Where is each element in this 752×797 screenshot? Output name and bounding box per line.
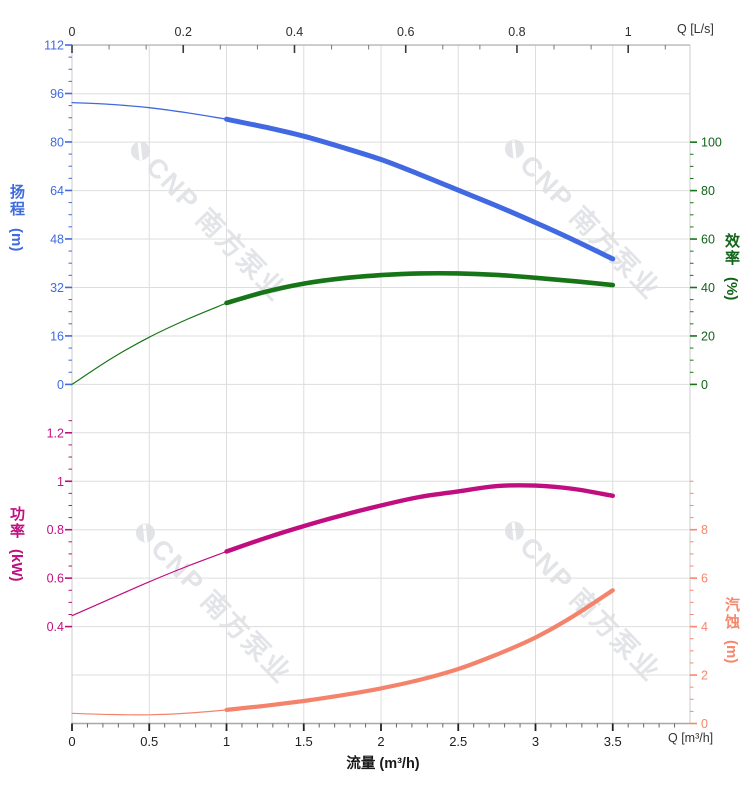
power-axis-title: 功率 — [8, 506, 25, 540]
efficiency-axis-title: 效率 — [723, 233, 740, 267]
curve-power-thin — [71, 550, 228, 617]
curve-efficiency — [224, 270, 616, 306]
efficiency-axis-tick-label: 20 — [701, 329, 715, 343]
bottom-axis-tick-label: 0 — [68, 734, 75, 749]
efficiency-axis-tick-label: 0 — [701, 378, 708, 392]
bottom-axis-tick-label: 1.5 — [295, 734, 313, 749]
head-axis-tick-label: 48 — [50, 232, 64, 246]
curve-head-thin — [71, 101, 228, 120]
power-axis-unit: (kW) — [8, 549, 25, 582]
curve-power — [224, 483, 615, 554]
head-axis-title: 扬程 — [8, 184, 25, 218]
top-axis-tick-label: 0 — [69, 25, 76, 39]
efficiency-axis-tick-label: 80 — [701, 184, 715, 198]
efficiency-axis-unit: (%) — [723, 277, 740, 301]
top-axis-tick-label: 0.6 — [397, 25, 414, 39]
watermark-text: CNP 南方泵业 — [140, 151, 293, 308]
head-axis-tick-label: 64 — [50, 184, 64, 198]
power-axis-tick-label: 1 — [57, 475, 64, 489]
npsh-axis-title: 汽蚀 — [723, 597, 740, 631]
curve-npsh — [224, 588, 615, 712]
head-axis-tick-label: 112 — [44, 39, 64, 53]
power-axis-tick-label: 1.2 — [47, 426, 64, 440]
efficiency-axis-tick-label: 40 — [701, 281, 715, 295]
top-axis-unit-label: Q [L/s] — [677, 22, 714, 36]
efficiency-axis-tick-label: 60 — [701, 233, 715, 247]
bottom-axis-tick-label: 0.5 — [140, 734, 158, 749]
curve-efficiency-thin — [71, 302, 228, 385]
top-axis-tick-label: 0.4 — [286, 25, 303, 39]
efficiency-axis-tick-label: 100 — [701, 136, 722, 150]
top-axis-tick-label: 1 — [625, 25, 632, 39]
head-axis-tick-label: 80 — [50, 135, 64, 149]
watermark-text: CNP 南方泵业 — [514, 531, 667, 688]
bottom-axis-tick-label: 2 — [377, 734, 384, 749]
head-axis-tick-label: 0 — [57, 378, 64, 392]
curve-head — [224, 116, 616, 262]
npsh-axis-tick-label: 8 — [701, 523, 708, 537]
power-axis-tick-label: 0.4 — [47, 620, 64, 634]
top-axis-tick-label: 0.8 — [508, 25, 525, 39]
bottom-axis-unit-label: Q [m³/h] — [668, 731, 714, 745]
top-axis-tick-label: 0.2 — [175, 25, 192, 39]
flow-axis-title: 流量 (m³/h) — [346, 756, 420, 772]
brand-watermark: CNP 南方泵业 — [135, 523, 298, 690]
head-axis-tick-label: 16 — [50, 329, 64, 343]
brand-watermark: CNP 南方泵业 — [130, 141, 293, 308]
npsh-axis-tick-label: 4 — [701, 620, 708, 634]
bottom-axis-tick-label: 3.5 — [604, 734, 622, 749]
watermark-logo-swoosh — [511, 140, 517, 159]
npsh-axis-tick-label: 0 — [701, 717, 708, 731]
watermark-logo-swoosh — [511, 522, 517, 541]
bottom-axis-tick-label: 3 — [532, 734, 539, 749]
head-axis-tick-label: 32 — [50, 281, 64, 295]
brand-watermark: CNP 南方泵业 — [504, 521, 667, 688]
watermark-text: CNP 南方泵业 — [145, 533, 298, 690]
head-axis-unit: (m) — [8, 228, 25, 252]
npsh-axis-tick-label: 2 — [701, 669, 708, 683]
watermark-logo-swoosh — [137, 142, 143, 161]
power-axis-tick-label: 0.8 — [47, 523, 64, 537]
curve-npsh-thin — [71, 709, 228, 716]
watermark-logo-swoosh — [142, 524, 148, 543]
npsh-axis-tick-label: 6 — [701, 572, 708, 586]
npsh-axis-unit: (m) — [723, 640, 740, 664]
bottom-axis-tick-label: 1 — [223, 734, 230, 749]
bottom-axis-tick-label: 2.5 — [449, 734, 467, 749]
head-axis-tick-label: 96 — [50, 87, 64, 101]
power-axis-tick-label: 0.6 — [47, 572, 64, 586]
